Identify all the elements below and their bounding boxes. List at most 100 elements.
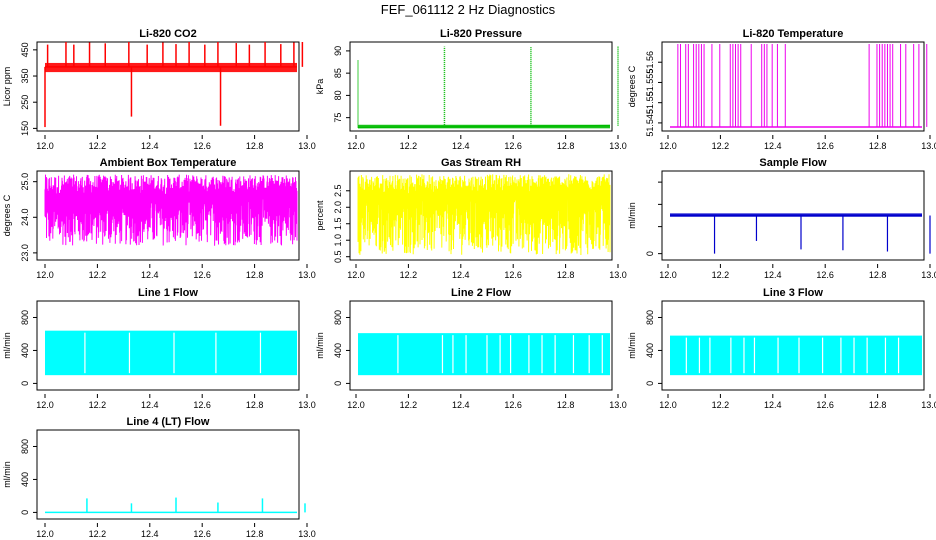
y-tick-label: 1.5	[333, 217, 343, 230]
plot-frame	[36, 429, 300, 520]
x-tick-label: 12.4	[764, 141, 782, 151]
plot-frame	[36, 41, 300, 132]
x-tick-label: 13.0	[609, 400, 627, 410]
x-tick-label: 12.6	[816, 270, 834, 280]
x-tick-label: 12.0	[36, 529, 54, 539]
panel-7: Line 1 Flow ml/min 12.0 12.2 12.4 12.6 12.8 13.…	[2, 287, 316, 410]
x-tick-label: 12.8	[869, 270, 887, 280]
y-tick-label: 25.0	[20, 173, 30, 191]
plot-frame	[36, 170, 300, 261]
panel-2: Li-820 Pressure kPa 12.0 12.2 12.4 12.6 12.8 13…	[315, 28, 627, 151]
y-tick-label: 51.545	[645, 109, 655, 137]
panel-title: Sample Flow	[759, 157, 827, 169]
panel-title: Li-820 Temperature	[743, 28, 844, 40]
y-tick-label: 0	[645, 251, 655, 256]
plot-frame	[349, 300, 613, 391]
plot-frame	[36, 300, 300, 391]
x-tick-label: 12.4	[452, 400, 470, 410]
x-tick-label: 13.0	[921, 400, 936, 410]
panel-8: Line 2 Flow ml/min 12.0 12.2 12.4 12.6 12.8 13.…	[315, 287, 627, 410]
y-tick-label: 400	[20, 472, 30, 487]
x-tick-label: 12.0	[659, 270, 677, 280]
x-tick-label: 12.2	[400, 270, 418, 280]
x-tick-label: 12.6	[193, 529, 211, 539]
x-tick-label: 12.4	[764, 400, 782, 410]
x-tick-label: 12.4	[452, 141, 470, 151]
panel-title: Line 2 Flow	[451, 287, 511, 299]
x-tick-label: 12.2	[712, 270, 730, 280]
figure-title: FEF_061112 2 Hz Diagnostics	[380, 2, 556, 17]
series-band	[670, 335, 922, 376]
x-tick-label: 13.0	[298, 141, 316, 151]
x-tick-label: 12.2	[89, 141, 107, 151]
y-tick-label: 350	[20, 69, 30, 84]
x-tick-label: 12.8	[869, 400, 887, 410]
x-tick-label: 12.2	[89, 400, 107, 410]
x-tick-label: 12.4	[141, 400, 159, 410]
x-tick-label: 12.6	[816, 400, 834, 410]
x-tick-label: 12.8	[246, 400, 264, 410]
panel-4: Ambient Box Temperature degrees C 12.0 12.2…	[2, 157, 316, 280]
plot-frame	[661, 300, 925, 391]
x-tick-label: 12.0	[659, 400, 677, 410]
y-tick-label: 2.0	[333, 201, 343, 214]
x-tick-label: 12.4	[764, 270, 782, 280]
x-tick-label: 12.8	[557, 141, 575, 151]
y-axis-label: percent	[315, 200, 325, 231]
x-tick-label: 13.0	[609, 270, 627, 280]
panel-9: Line 3 Flow ml/min 12.0 12.2 12.4 12.6 12.8 13.…	[627, 287, 936, 410]
x-tick-label: 12.8	[246, 141, 264, 151]
x-tick-label: 12.0	[36, 141, 54, 151]
panel-3: Li-820 Temperature degrees C 12.0 12.2 12.4 1…	[627, 28, 936, 151]
y-axis-label: ml/min	[2, 461, 12, 488]
x-tick-label: 12.4	[141, 270, 159, 280]
panel-1: Li-820 CO2 Licor ppm 12.0 12.2 12.4 12.6 12.8 1…	[2, 28, 316, 151]
y-axis-label: Licor ppm	[2, 67, 12, 107]
y-axis-label: ml/min	[2, 332, 12, 359]
x-tick-label: 12.0	[659, 141, 677, 151]
y-axis-label: degrees C	[2, 194, 12, 236]
x-tick-label: 12.0	[36, 400, 54, 410]
x-tick-label: 13.0	[298, 270, 316, 280]
x-tick-label: 12.0	[36, 270, 54, 280]
x-tick-label: 12.8	[557, 400, 575, 410]
y-tick-label: 75	[333, 113, 343, 123]
x-tick-label: 12.6	[816, 141, 834, 151]
x-tick-label: 12.6	[193, 400, 211, 410]
x-tick-label: 12.2	[89, 270, 107, 280]
y-tick-label: 90	[333, 46, 343, 56]
y-tick-label: 51.555	[645, 69, 655, 97]
panel-6: Sample Flow ml/min 12.0 12.2 12.4 12.6 12.8 13.…	[627, 157, 936, 280]
y-tick-label: 800	[645, 310, 655, 325]
x-tick-label: 12.6	[193, 270, 211, 280]
panel-title: Line 1 Flow	[138, 287, 198, 299]
x-tick-label: 13.0	[921, 270, 936, 280]
panel-title: Li-820 CO2	[139, 28, 196, 40]
x-tick-label: 12.4	[452, 270, 470, 280]
y-tick-label: 400	[645, 343, 655, 358]
y-tick-label: 400	[20, 343, 30, 358]
y-tick-label: 23.0	[20, 244, 30, 262]
y-axis-label: ml/min	[627, 202, 637, 229]
x-tick-label: 12.8	[557, 270, 575, 280]
y-tick-label: 24.0	[20, 209, 30, 227]
plot-frame	[661, 41, 925, 132]
x-tick-label: 12.8	[246, 270, 264, 280]
y-tick-label: 0	[20, 381, 30, 386]
y-tick-label: 1.0	[333, 234, 343, 247]
series-line	[357, 124, 611, 129]
y-axis-label: kPa	[315, 79, 325, 95]
panel-title: Line 4 (LT) Flow	[127, 416, 210, 428]
y-axis-label: ml/min	[627, 332, 637, 359]
y-axis-label: degrees C	[627, 65, 637, 107]
y-tick-label: 0	[645, 381, 655, 386]
x-tick-label: 12.6	[504, 141, 522, 151]
x-tick-label: 12.8	[869, 141, 887, 151]
y-tick-label: 0	[20, 510, 30, 515]
panel-10: Line 4 (LT) Flow ml/min 12.0 12.2 12.4 12.6 12…	[2, 416, 316, 539]
x-tick-label: 13.0	[298, 529, 316, 539]
y-tick-label: 85	[333, 68, 343, 78]
y-tick-label: 250	[20, 95, 30, 110]
x-tick-label: 12.0	[347, 270, 365, 280]
panel-title: Li-820 Pressure	[440, 28, 522, 40]
